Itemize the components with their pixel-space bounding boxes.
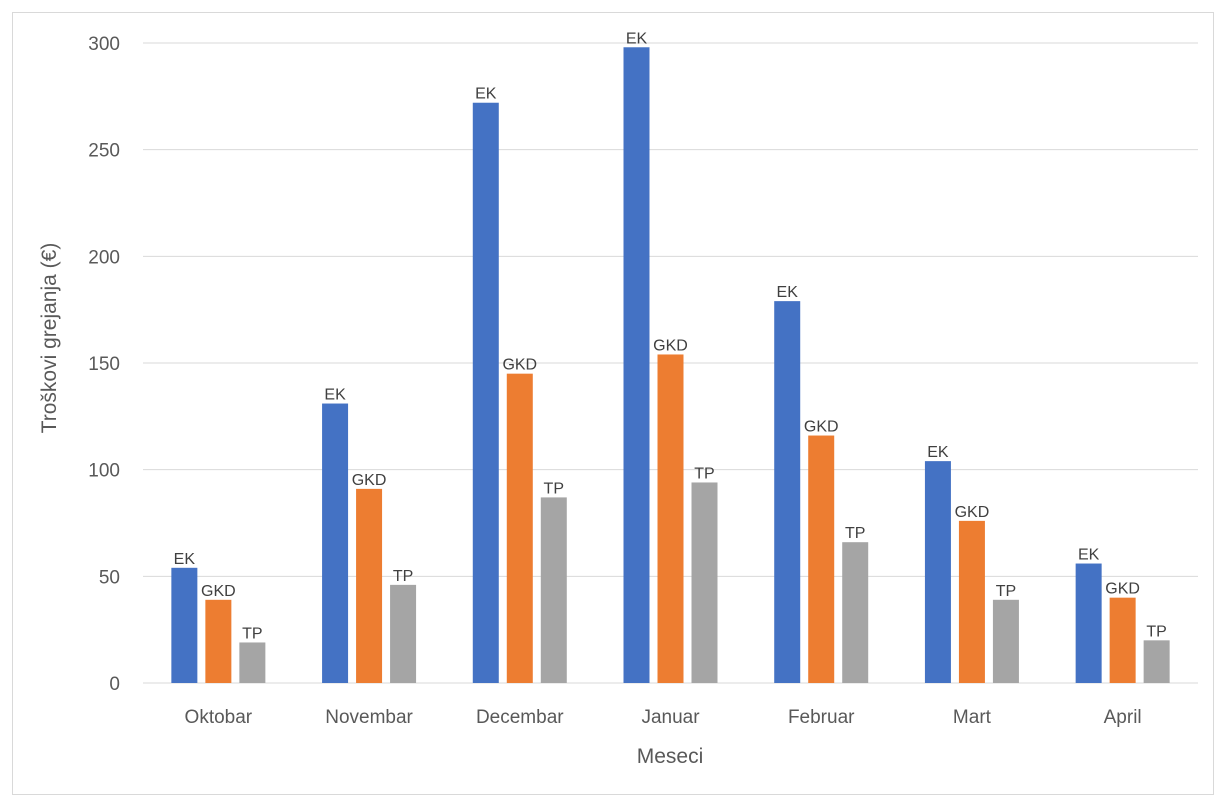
y-axis-ticks: 0 50 100 150 200 250 300	[88, 34, 120, 695]
x-tick-label: Januar	[641, 707, 700, 728]
x-tick-label: Februar	[788, 707, 855, 728]
y-tick-label: 100	[88, 461, 120, 482]
bar-tp-februar	[842, 542, 869, 683]
bar-label-gkd: GKD	[653, 337, 688, 354]
bar-ek-oktobar	[171, 567, 198, 683]
bar-gkd-oktobar	[205, 599, 232, 683]
bar-ek-novembar	[322, 403, 349, 683]
bar-gkd-april	[1109, 597, 1136, 683]
bars	[171, 47, 1170, 684]
bar-tp-april	[1143, 640, 1170, 683]
y-tick-label: 250	[88, 141, 120, 162]
bar-label-gkd: GKD	[1105, 581, 1140, 598]
bar-ek-april	[1075, 563, 1102, 683]
bar-label-ek: EK	[777, 284, 799, 301]
bar-tp-januar	[691, 482, 718, 683]
bar-label-gkd: GKD	[352, 472, 387, 489]
bar-tp-oktobar	[239, 642, 266, 683]
x-tick-label: Mart	[953, 707, 992, 728]
bar-label-tp: TP	[544, 480, 564, 497]
bar-label-tp: TP	[996, 583, 1016, 600]
x-axis-ticks: Oktobar Novembar Decembar Januar Februar Mart…	[185, 707, 1142, 728]
x-tick-label: Novembar	[325, 707, 413, 728]
bar-label-ek: EK	[174, 551, 196, 568]
bar-ek-februar	[774, 301, 801, 683]
bar-label-ek: EK	[927, 444, 949, 461]
gridlines	[143, 42, 1198, 684]
y-axis-title: Troškovi grejanja (€)	[38, 243, 61, 434]
y-tick-label: 0	[109, 674, 120, 695]
x-tick-label: Decembar	[476, 707, 564, 728]
bar-tp-mart	[992, 599, 1019, 683]
bar-label-tp: TP	[694, 465, 714, 482]
bar-tp-novembar	[390, 584, 417, 683]
bar-label-ek: EK	[626, 30, 648, 47]
bar-label-ek: EK	[1078, 547, 1100, 564]
bar-label-gkd: GKD	[201, 583, 236, 600]
y-tick-label: 300	[88, 34, 120, 55]
bar-gkd-decembar	[506, 373, 533, 683]
bar-label-tp: TP	[845, 525, 865, 542]
bar-ek-decembar	[472, 102, 499, 683]
bar-label-tp: TP	[242, 625, 262, 642]
x-axis-title: Meseci	[637, 745, 704, 768]
bar-ek-mart	[924, 461, 951, 683]
bar-gkd-mart	[958, 520, 985, 683]
bar-label-gkd: GKD	[804, 419, 839, 436]
bar-ek-januar	[623, 47, 650, 684]
bar-label-ek: EK	[324, 387, 346, 404]
y-tick-label: 150	[88, 354, 120, 375]
bar-labels: EK GKD TP EK GKD TP EK GKD TP EK GKD TP EK GKD TP EK GKD…	[174, 30, 1167, 642]
bar-gkd-februar	[808, 435, 835, 683]
y-tick-label: 200	[88, 247, 120, 268]
bar-label-gkd: GKD	[955, 504, 990, 521]
bar-label-ek: EK	[475, 86, 497, 103]
bar-gkd-januar	[657, 354, 684, 683]
bar-label-gkd: GKD	[502, 357, 537, 374]
y-tick-label: 50	[99, 567, 120, 588]
bar-tp-decembar	[540, 497, 567, 683]
bar-label-tp: TP	[393, 568, 413, 585]
bar-gkd-novembar	[356, 488, 383, 683]
bar-label-tp: TP	[1146, 623, 1166, 640]
x-tick-label: April	[1104, 707, 1142, 728]
x-tick-label: Oktobar	[185, 707, 253, 728]
